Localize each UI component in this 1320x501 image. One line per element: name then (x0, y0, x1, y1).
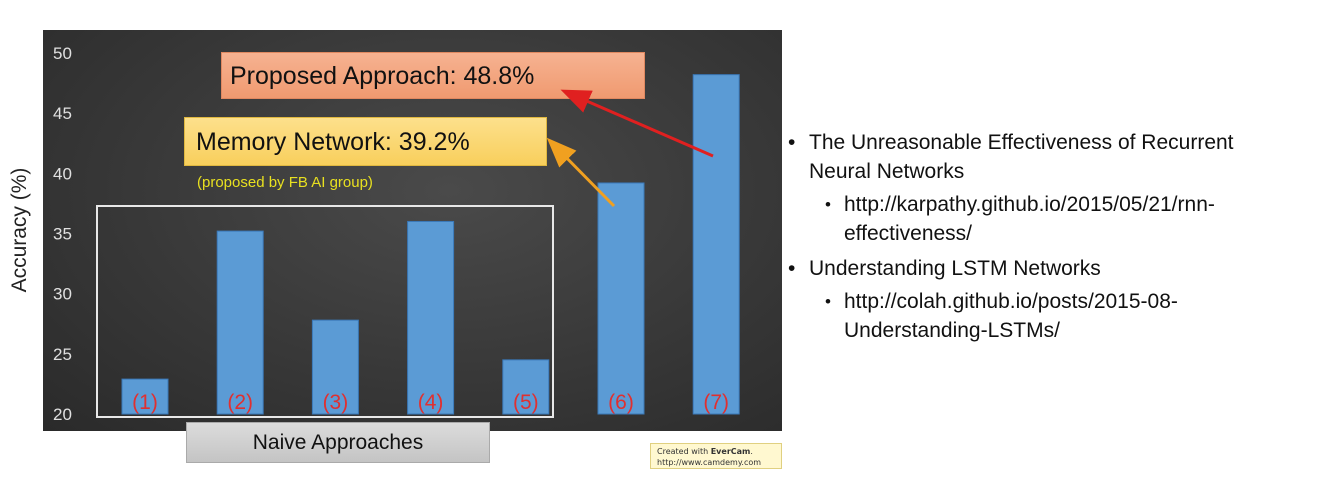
reference-link[interactable]: • http://colah.github.io/posts/2015-08- … (788, 287, 1318, 345)
bar (502, 359, 550, 415)
sub-bullet-icon: • (825, 292, 831, 311)
y-tick-label: 45 (53, 104, 72, 123)
y-tick-label: 25 (53, 345, 72, 364)
reference-title-cont: Neural Networks (809, 160, 965, 183)
bar (216, 230, 264, 415)
reference-link[interactable]: • http://karpathy.github.io/2015/05/21/r… (788, 190, 1318, 248)
bar-chart: 20 25 30 35 40 45 50 (1) (2) (3) (4) (5) (6) (7) (53, 44, 740, 424)
bar-category-label: (7) (703, 391, 729, 414)
bar-category-label: (4) (418, 391, 444, 414)
evercam-watermark[interactable]: Created with EverCam. http://www.camdemy… (650, 443, 782, 469)
sub-bullet-icon: • (825, 195, 831, 214)
bar-category-label: (1) (132, 391, 158, 414)
reference-item: • The Unreasonable Effectiveness of Recu… (788, 128, 1318, 186)
bar-category-label: (2) (227, 391, 253, 414)
bar (407, 220, 455, 415)
bar (311, 319, 359, 415)
bullet-icon: • (788, 257, 796, 280)
y-tick-label: 30 (53, 285, 72, 304)
reference-list: • The Unreasonable Effectiveness of Recu… (788, 128, 1318, 345)
y-tick-label: 20 (53, 405, 72, 424)
bar-category-label: (3) (323, 391, 349, 414)
y-tick-label: 50 (53, 44, 72, 63)
memory-network-note: (proposed by FB AI group) (197, 174, 373, 191)
proposed-approach-callout: Proposed Approach: 48.8% (221, 52, 645, 99)
y-tick-label: 40 (53, 164, 72, 183)
reference-title: The Unreasonable Effectiveness of Recurr… (809, 131, 1234, 154)
bar-category-label: (5) (513, 391, 539, 414)
y-axis-label: Accuracy (%) (8, 167, 31, 293)
bar-category-label: (6) (608, 391, 634, 414)
bullet-icon: • (788, 131, 796, 154)
bar (597, 182, 645, 415)
naive-approaches-label: Naive Approaches (186, 422, 490, 463)
naive-approaches-box (96, 205, 554, 418)
bar (692, 74, 740, 415)
memory-network-callout: Memory Network: 39.2% (184, 117, 547, 166)
reference-title: Understanding LSTM Networks (809, 257, 1101, 280)
y-tick-label: 35 (53, 225, 72, 244)
reference-item: • Understanding LSTM Networks (788, 254, 1318, 283)
bar (121, 378, 169, 415)
